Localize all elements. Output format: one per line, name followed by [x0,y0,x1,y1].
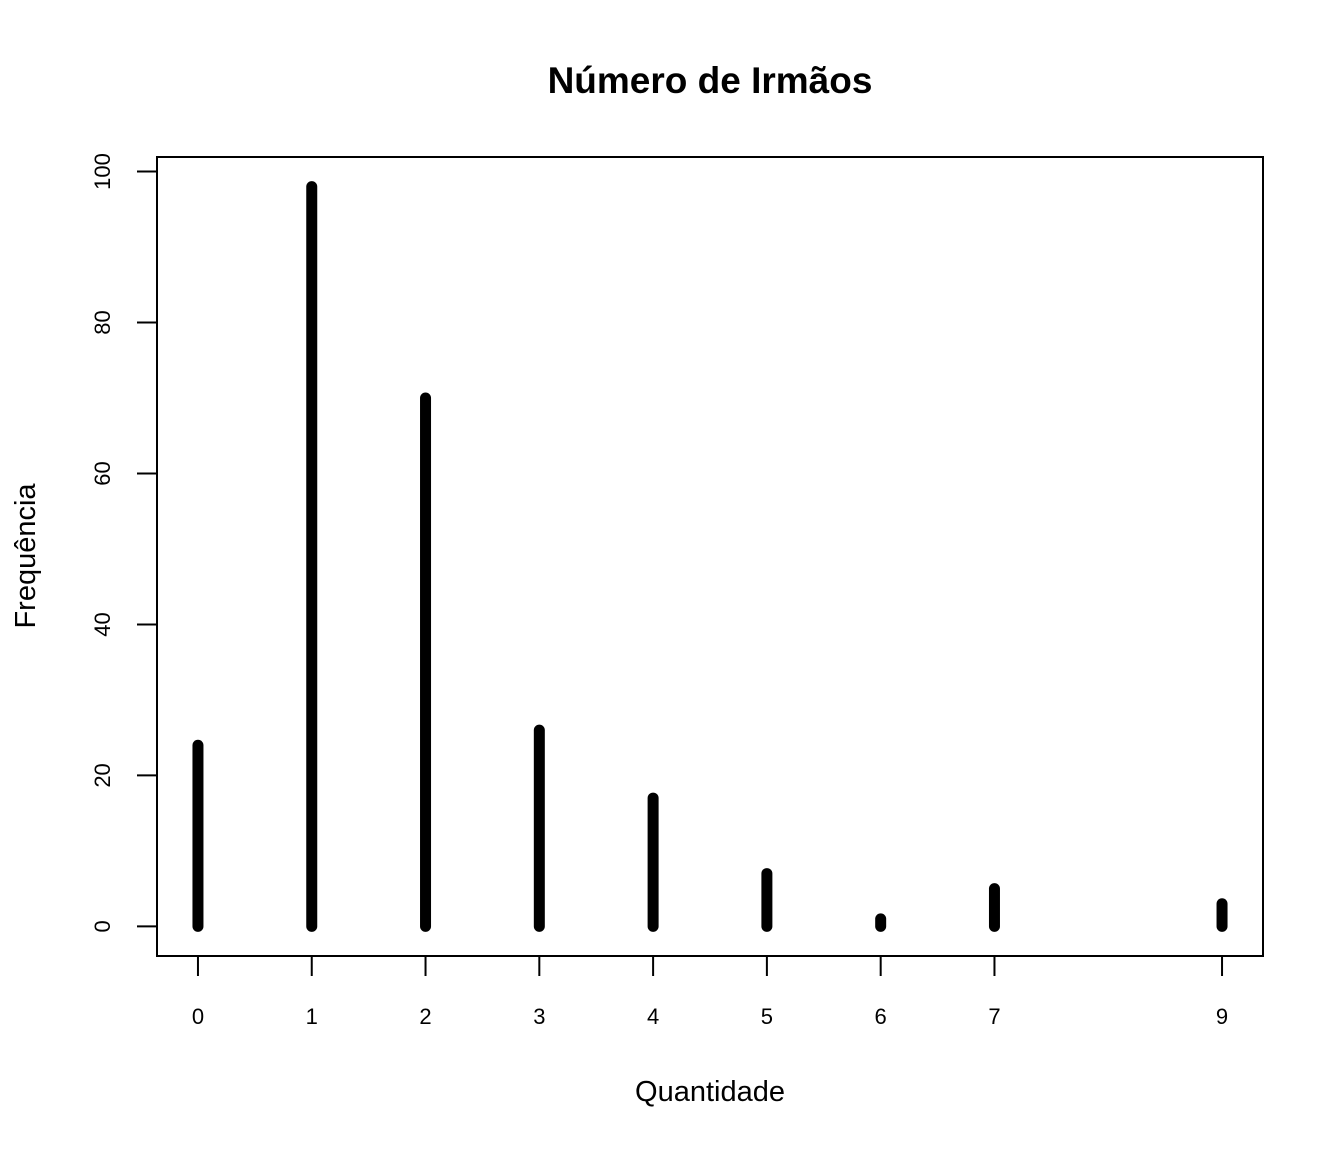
y-axis-label: Frequência [10,483,42,629]
y-tick-label: 60 [90,461,115,485]
x-tick-label: 0 [192,1004,204,1029]
x-tick-label: 3 [533,1004,545,1029]
bars-group [192,181,1228,932]
x-tick-label: 1 [306,1004,318,1029]
x-tick-label: 7 [988,1004,1000,1029]
y-tick-label: 0 [90,920,115,932]
x-tick-label: 2 [419,1004,431,1029]
y-tick-label: 20 [90,763,115,787]
y-tick-label: 100 [90,153,115,190]
x-tick-label: 5 [761,1004,773,1029]
y-tick-label: 40 [90,612,115,636]
plot-area [156,156,1264,957]
x-tick-label: 4 [647,1004,659,1029]
x-tick-label: 6 [875,1004,887,1029]
y-axis: 0 20 40 60 80 100 [90,153,158,933]
chart-title: Número de Irmãos [548,60,873,101]
x-axis: 0 1 2 3 4 5 6 7 9 [192,955,1228,1029]
x-tick-label: 9 [1216,1004,1228,1029]
y-tick-label: 80 [90,310,115,334]
x-axis-label: Quantidade [635,1076,785,1108]
